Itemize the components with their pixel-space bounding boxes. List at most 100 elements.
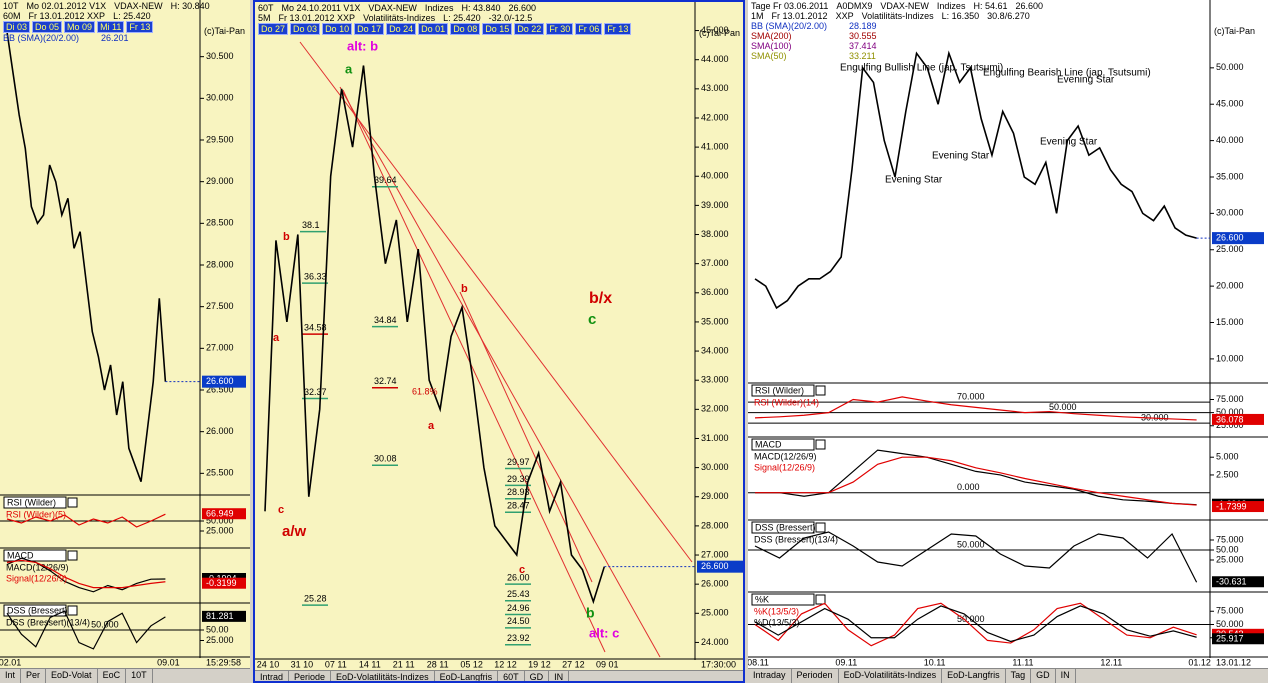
indicator-line-label: DSS (Bressert)(13/4): [754, 534, 838, 544]
annotation: c: [278, 504, 284, 516]
panel-header: 60T Mo 24.10.2011 V1X VDAX-NEW Indizes H: 43…: [258, 3, 632, 35]
fib-label: 32.74: [374, 376, 397, 386]
copyright: (c)Tai-Pan: [1214, 26, 1256, 36]
header-text: 5M: [258, 13, 271, 23]
tab[interactable]: Per: [21, 669, 47, 683]
date-tab[interactable]: Do 22: [514, 23, 545, 35]
y-tick-label: 36.000: [701, 287, 729, 297]
legend-label: SMA(200): [751, 31, 792, 41]
indicator-line: [6, 610, 166, 650]
header-text: Mo 02.01.2012 V1X: [26, 1, 107, 11]
legend-value: 33.211: [849, 51, 876, 61]
indicator-line: [754, 605, 1197, 643]
date-tab[interactable]: Do 08: [450, 23, 481, 35]
date-tab[interactable]: Do 01: [418, 23, 449, 35]
x-tick-label: 31 10: [291, 659, 314, 669]
tab[interactable]: IN: [1056, 669, 1076, 683]
header-text: L: 25.420: [443, 13, 481, 23]
tab[interactable]: EoD-Volatilitäts-Indizes: [331, 671, 435, 681]
tab[interactable]: Intrad: [255, 671, 290, 681]
tab[interactable]: Perioden: [792, 669, 839, 683]
tab[interactable]: IN: [549, 671, 570, 681]
y-tick-label: 29.500: [206, 134, 234, 144]
date-tab[interactable]: Mi 11: [97, 21, 125, 33]
y-tick-label: 50.000: [1216, 407, 1244, 417]
tab[interactable]: Tag: [1006, 669, 1032, 683]
tab[interactable]: EoD-Langfris: [942, 669, 1006, 683]
y-tick-label: 50.00: [1216, 544, 1239, 554]
fib-label: 32.37: [304, 387, 327, 397]
indicator-value-label: 81.281: [206, 611, 234, 621]
header-text: Indizes: [936, 1, 966, 11]
tab[interactable]: EoD-Langfris: [435, 671, 499, 681]
date-tab[interactable]: Do 27: [258, 23, 289, 35]
tab[interactable]: 60T: [498, 671, 525, 681]
y-tick-label: 30.500: [206, 51, 234, 61]
date-tab[interactable]: Di 03: [3, 21, 31, 33]
y-tick-label: 40.000: [701, 171, 729, 181]
tab[interactable]: Periode: [289, 671, 332, 681]
indicator-value-label: -30.631: [1216, 577, 1247, 587]
date-tab[interactable]: Do 24: [386, 23, 417, 35]
annotation: 61.8%: [412, 386, 438, 396]
date-tab[interactable]: Fr 06: [575, 23, 603, 35]
y-tick-label: 28.000: [206, 259, 234, 269]
date-tab[interactable]: Fr 30: [546, 23, 574, 35]
indicator-value-label: -1.7399: [1216, 501, 1247, 511]
date-tab[interactable]: Do 10: [322, 23, 353, 35]
indicator-title-box: [751, 593, 815, 606]
tab[interactable]: EoD-Volatilitäts-Indizes: [839, 669, 943, 683]
indicator-toggle[interactable]: [815, 522, 826, 533]
indicator-line: [755, 449, 1197, 506]
tab[interactable]: Int: [0, 669, 22, 683]
date-tab[interactable]: Do 03: [290, 23, 321, 35]
y-tick-label: 40.000: [1216, 135, 1244, 145]
tab[interactable]: EoD-Volat: [46, 669, 98, 683]
y-tick-label: 28.000: [701, 520, 729, 530]
tab[interactable]: GD: [1031, 669, 1056, 683]
last-price-box: [697, 560, 743, 573]
tab[interactable]: GD: [525, 671, 550, 681]
indicator-toggle[interactable]: [815, 439, 826, 450]
legend-row: BB (SMA)(20/2.00) 26.201: [3, 33, 210, 43]
indicator-line: [754, 602, 1197, 647]
date-tab[interactable]: Do 15: [482, 23, 513, 35]
date-tab[interactable]: Do 05: [32, 21, 63, 33]
indicator-toggle[interactable]: [67, 605, 78, 616]
annotation: Evening Star: [1040, 137, 1098, 148]
x-tick-label: 09.11: [835, 657, 857, 667]
date-tab[interactable]: Fr 13: [126, 21, 154, 33]
y-tick-label: 26.500: [206, 384, 234, 394]
date-tab[interactable]: Fr 13: [604, 23, 632, 35]
indicator-line-label: RSI (Wilder)(5): [6, 509, 66, 519]
level-label: 50.000: [1049, 402, 1077, 412]
y-tick-label: 30.000: [1216, 208, 1244, 218]
tab[interactable]: EoC: [98, 669, 127, 683]
indicator-toggle[interactable]: [815, 385, 826, 396]
indicator-toggle[interactable]: [815, 594, 826, 605]
indicator-line: [6, 559, 166, 589]
x-tick-label: 12.11: [1100, 657, 1122, 667]
x-tick-label: 15:29:58: [206, 657, 241, 667]
y-tick-label: 50.000: [1216, 619, 1244, 629]
y-tick-label: 26.000: [701, 579, 729, 589]
tab[interactable]: 10T: [126, 669, 153, 683]
annotation: b: [283, 231, 290, 243]
tab[interactable]: Intraday: [748, 669, 792, 683]
indicator-line: [754, 396, 1197, 421]
annotation: a: [428, 420, 435, 432]
indicator-title-box: [3, 496, 67, 509]
date-tab[interactable]: Do 17: [354, 23, 385, 35]
indicator-title-box: [751, 521, 815, 534]
fib-label: 25.43: [507, 589, 530, 599]
y-tick-label: 2.500: [1216, 469, 1239, 479]
indicator-toggle[interactable]: [67, 497, 78, 508]
date-tab[interactable]: Mo 09: [64, 21, 96, 33]
indicator-toggle[interactable]: [67, 550, 78, 561]
fib-label: 39.64: [374, 175, 397, 185]
header-row: 1M Fr 13.01.2012 XXP Volatilitäts-Indizes L:…: [751, 11, 1043, 21]
indicator-value-label: -0.3199: [206, 578, 237, 588]
y-tick-label: 38.000: [701, 229, 729, 239]
x-tick-label: 27 12: [562, 659, 585, 669]
last-price-box: [202, 375, 246, 388]
